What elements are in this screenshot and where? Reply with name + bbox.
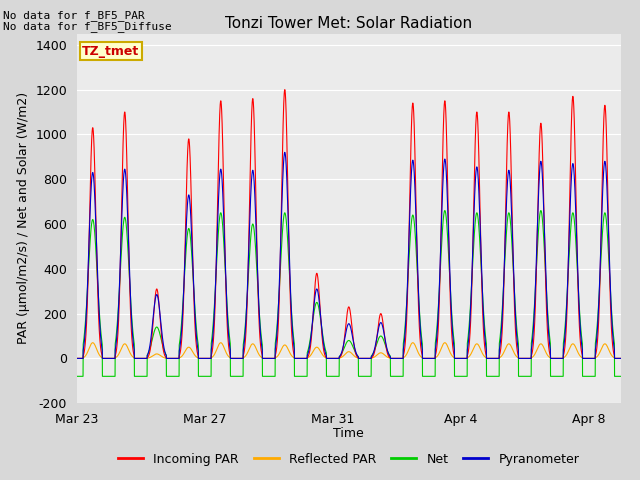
Legend: Incoming PAR, Reflected PAR, Net, Pyranometer: Incoming PAR, Reflected PAR, Net, Pyrano…: [113, 448, 584, 471]
Text: TZ_tmet: TZ_tmet: [82, 45, 140, 58]
Y-axis label: PAR (μmol/m2/s) / Net and Solar (W/m2): PAR (μmol/m2/s) / Net and Solar (W/m2): [17, 92, 29, 345]
Text: No data for f_BF5_Diffuse: No data for f_BF5_Diffuse: [3, 21, 172, 32]
Text: No data for f_BF5_PAR: No data for f_BF5_PAR: [3, 11, 145, 22]
Title: Tonzi Tower Met: Solar Radiation: Tonzi Tower Met: Solar Radiation: [225, 16, 472, 31]
X-axis label: Time: Time: [333, 427, 364, 440]
